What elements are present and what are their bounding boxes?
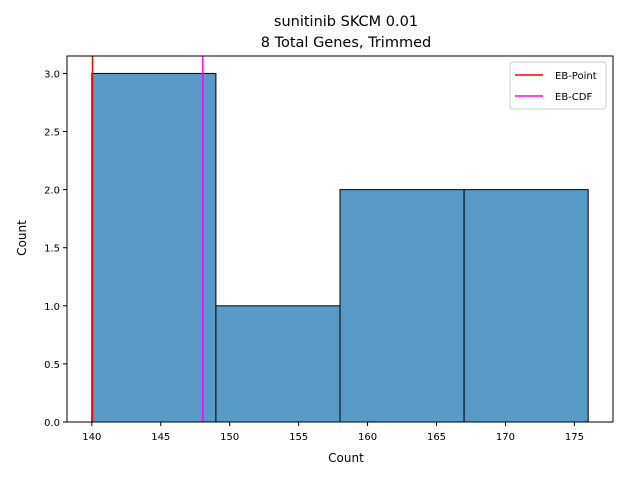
- chart-title: sunitinib SKCM 0.01: [274, 14, 418, 30]
- x-tick-label: 170: [496, 432, 515, 443]
- x-tick-label: 165: [427, 432, 446, 443]
- y-tick-label: 1.5: [44, 244, 60, 255]
- chart-subtitle: 8 Total Genes, Trimmed: [261, 35, 431, 51]
- legend-label-eb-cdf: EB-CDF: [555, 92, 592, 103]
- histogram-bar-4: [463, 189, 589, 423]
- y-axis-label: Count: [15, 220, 29, 256]
- x-tick-label: 140: [82, 432, 101, 443]
- histogram-bar-1: [91, 72, 217, 423]
- x-tick-label: 145: [151, 432, 170, 443]
- y-tick-label: 0.0: [44, 418, 60, 429]
- legend: EB-Point EB-CDF: [509, 61, 607, 110]
- y-tick-label: 2.0: [44, 186, 60, 197]
- axes-frame: [66, 55, 614, 423]
- x-ticks-group: 140 145 150 155 160 165 170 175: [82, 422, 584, 443]
- x-axis-label: Count: [328, 451, 364, 465]
- x-tick-label: 175: [565, 432, 584, 443]
- y-tick-label: 3.0: [44, 69, 60, 80]
- x-tick-label: 155: [289, 432, 308, 443]
- histogram-bar-2: [215, 305, 341, 423]
- vlines-group: [91, 56, 204, 422]
- y-tick-label: 1.0: [44, 302, 60, 313]
- y-tick-label: 2.5: [44, 128, 60, 139]
- bars-group: [91, 72, 589, 423]
- legend-label-eb-point: EB-Point: [555, 71, 597, 82]
- y-ticks-group: 0.0 0.5 1.0 1.5 2.0 2.5 3.0: [44, 69, 67, 429]
- histogram-bar-3: [339, 189, 465, 423]
- y-tick-label: 0.5: [44, 360, 60, 371]
- x-tick-label: 160: [358, 432, 377, 443]
- x-tick-label: 150: [220, 432, 239, 443]
- legend-box: [509, 61, 607, 110]
